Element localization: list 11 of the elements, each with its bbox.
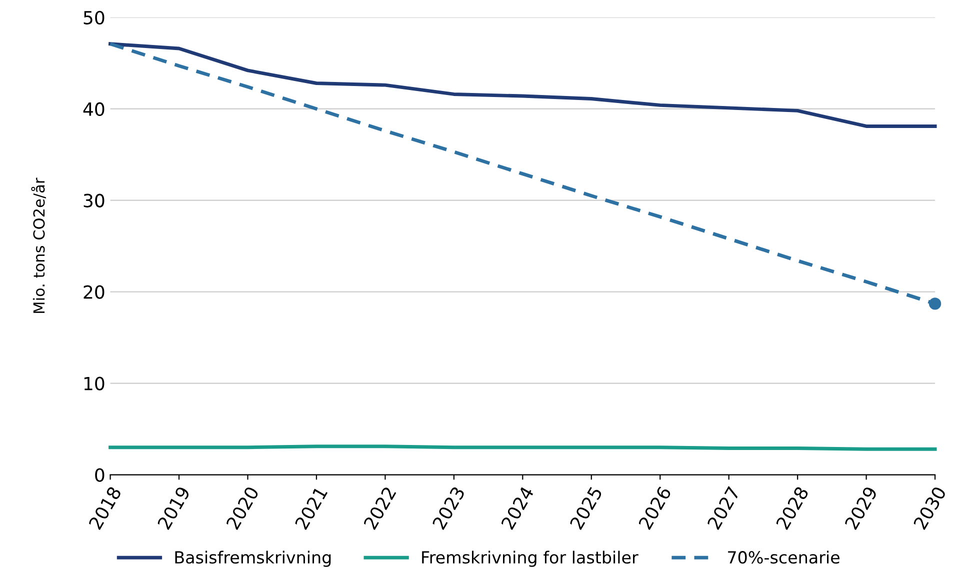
- legend-label: Fremskrivning for lastbiler: [422, 550, 638, 567]
- y-tick-label: 20: [84, 285, 104, 299]
- y-tick-label: 40: [83, 102, 104, 116]
- y-tick-label: 10: [84, 376, 104, 390]
- y-axis-title: Mio. tons CO2e/år: [31, 178, 46, 313]
- y-tick-label: 0: [95, 468, 104, 482]
- legend-label: 70%-scenarie: [728, 550, 840, 564]
- y-tick-label: 30: [84, 194, 104, 208]
- legend-label: Basisfremskrivning: [175, 550, 331, 567]
- line-series: [108, 42, 937, 128]
- y-tick-label: 50: [84, 10, 104, 24]
